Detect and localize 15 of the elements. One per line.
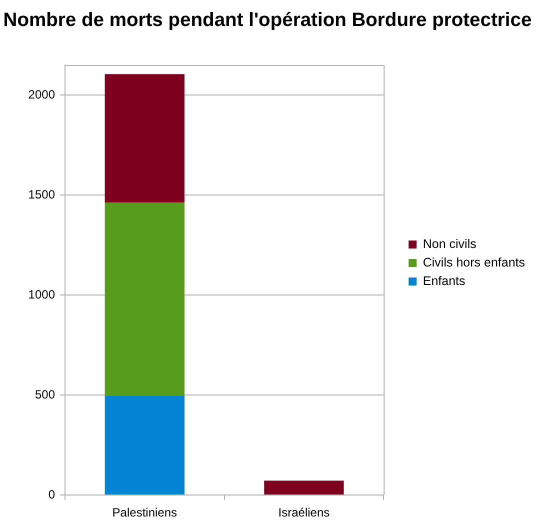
bar [104, 396, 184, 494]
y-tick-label: 2000 [28, 87, 56, 102]
legend-label: Non civils [422, 236, 476, 251]
x-tick-label: Palestiniens [112, 506, 178, 520]
y-tick-label: 0 [48, 487, 56, 502]
legend-label: Civils hors enfants [422, 255, 525, 270]
x-tick-label: Israéliens [278, 506, 330, 520]
bar [264, 480, 344, 494]
bar [104, 74, 184, 203]
chart-title: Nombre de morts pendant l'opération Bordure protectrice [3, 10, 532, 31]
y-tick-label: 1500 [28, 187, 56, 202]
y-tick-label: 1000 [28, 287, 56, 302]
bar [104, 202, 184, 396]
y-tick-label: 500 [34, 387, 56, 402]
legend-label: Enfants [422, 274, 466, 288]
